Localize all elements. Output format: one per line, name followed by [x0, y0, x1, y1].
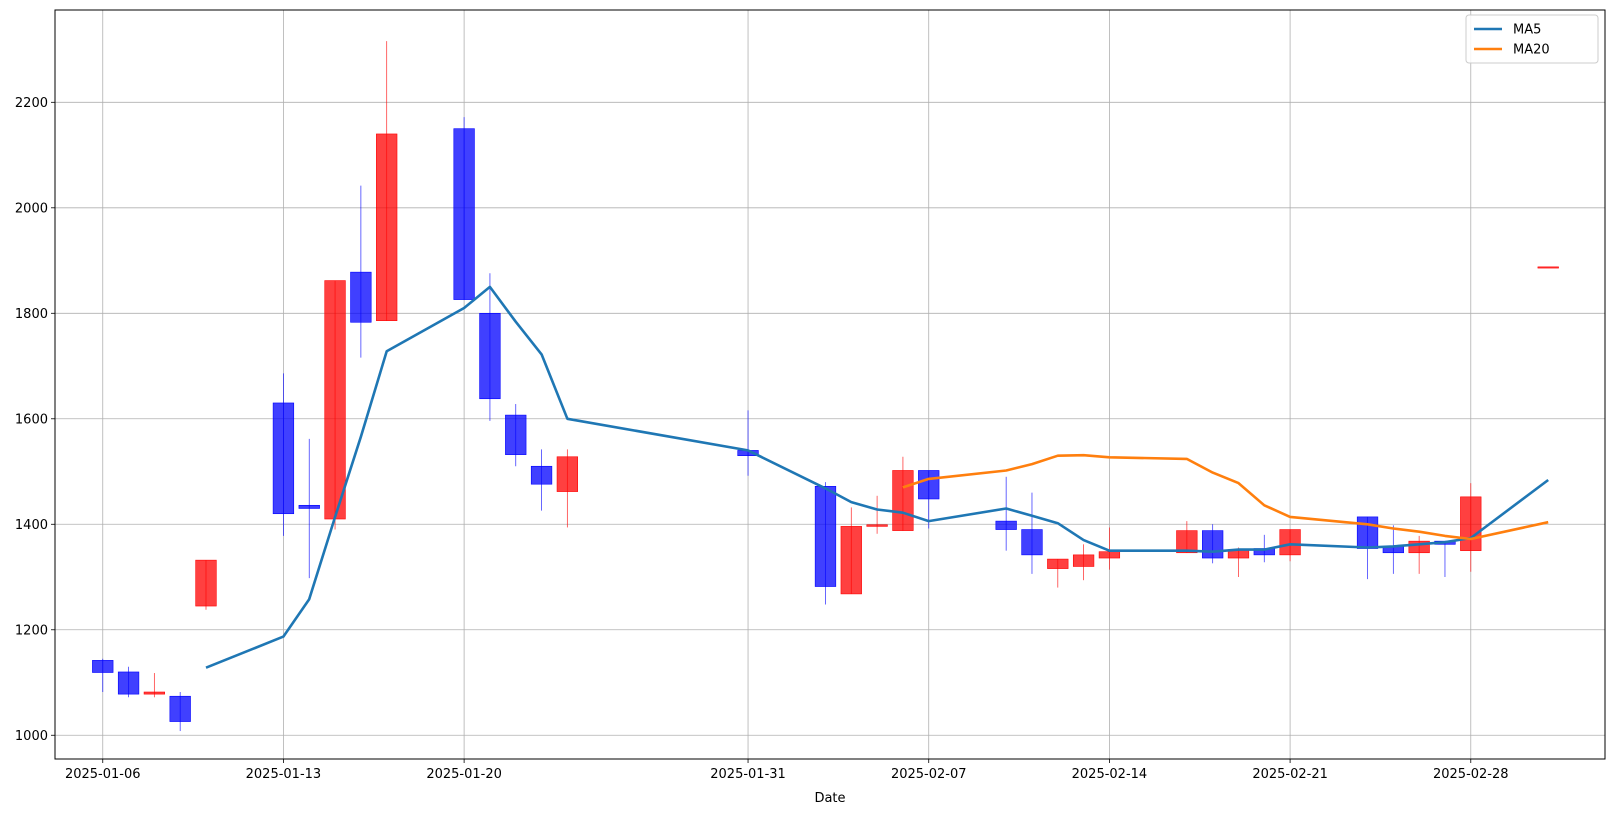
- series-line-ma20: [902, 453, 1549, 541]
- x-tick-label: 2025-02-07: [891, 767, 967, 782]
- x-tick-label: 2025-01-31: [710, 767, 786, 782]
- candle: [1176, 521, 1198, 554]
- candle: [530, 449, 553, 511]
- y-tick-label: 2200: [15, 96, 48, 111]
- x-tick-label: 2025-01-13: [246, 767, 322, 782]
- y-tick-label: 1400: [15, 518, 48, 533]
- candles: [92, 41, 1559, 732]
- candle: [866, 495, 888, 534]
- plot-frame: [54, 9, 1606, 760]
- candle: [814, 482, 837, 605]
- candle-body: [866, 524, 888, 527]
- candle-body: [350, 271, 372, 323]
- candle: [453, 117, 475, 300]
- candle: [840, 507, 862, 595]
- candle: [1047, 558, 1069, 588]
- y-tick-label: 1200: [15, 623, 48, 638]
- candle: [505, 404, 527, 467]
- y-tick-label: 1800: [15, 307, 48, 322]
- candle-body: [995, 520, 1017, 530]
- candle: [117, 666, 140, 698]
- candle: [272, 373, 295, 536]
- legend-label: MA20: [1513, 43, 1550, 58]
- y-axis: 1000 1200 1400 1600 1800 2000 2200: [15, 96, 55, 744]
- candle-body: [556, 456, 578, 492]
- y-tick-label: 2000: [15, 201, 48, 216]
- series-line-ma5: [205, 285, 1549, 669]
- candle: [1072, 544, 1095, 581]
- candle-body: [453, 128, 475, 300]
- legend-frame: [1465, 14, 1599, 64]
- candle: [995, 476, 1017, 551]
- y-tick-label: 1600: [15, 412, 48, 427]
- candle: [1537, 266, 1559, 269]
- x-tick-label: 2025-01-20: [426, 767, 502, 782]
- candle-body: [530, 465, 553, 485]
- candle-body: [1098, 551, 1121, 559]
- candle: [92, 658, 114, 693]
- candle-body: [1047, 558, 1069, 569]
- candle-body: [1537, 266, 1559, 269]
- x-tick-label: 2025-02-28: [1433, 767, 1509, 782]
- candle-body: [1279, 529, 1301, 556]
- candle-body: [1356, 516, 1379, 549]
- candle-body: [505, 414, 527, 455]
- legend-label: MA5: [1513, 23, 1541, 38]
- candle-body: [1202, 530, 1224, 559]
- candle-body: [92, 660, 114, 673]
- candle-body: [1021, 529, 1043, 556]
- candle: [169, 692, 191, 732]
- candle-body: [1072, 554, 1095, 567]
- candle: [350, 185, 372, 358]
- grid: [55, 10, 1605, 759]
- candle: [376, 41, 398, 321]
- candle-body: [324, 280, 346, 520]
- x-axis-label: Date: [814, 791, 845, 806]
- candle-body: [1176, 530, 1198, 554]
- candle-body: [1408, 540, 1430, 554]
- candle-body: [1460, 496, 1482, 551]
- candle-body: [117, 671, 140, 695]
- candle-body: [298, 504, 320, 509]
- x-axis: 2025-01-06 2025-01-13 2025-01-20 2025-01-31…: [65, 759, 1509, 782]
- candle: [1408, 535, 1430, 574]
- y-tick-label: 1000: [15, 729, 48, 744]
- candle-body: [195, 559, 217, 607]
- candle: [479, 273, 501, 421]
- candle-body: [840, 526, 862, 595]
- candle-body: [272, 402, 295, 515]
- x-tick-label: 2025-02-14: [1072, 767, 1148, 782]
- candle: [556, 449, 578, 528]
- candle-body: [814, 486, 837, 587]
- candle-body: [143, 691, 166, 695]
- candle-body: [918, 470, 940, 500]
- x-tick-label: 2025-01-06: [65, 767, 141, 782]
- candle: [1021, 492, 1043, 574]
- moving-average-lines: [205, 285, 1549, 669]
- candle-body: [376, 133, 398, 321]
- candle-body: [479, 312, 501, 400]
- x-tick-label: 2025-02-21: [1252, 767, 1328, 782]
- candle: [195, 559, 217, 610]
- candle: [298, 438, 320, 579]
- candle-body: [169, 695, 191, 722]
- candle-body: [892, 470, 914, 531]
- legend: MA5 MA20: [1465, 14, 1599, 64]
- candle: [143, 673, 166, 698]
